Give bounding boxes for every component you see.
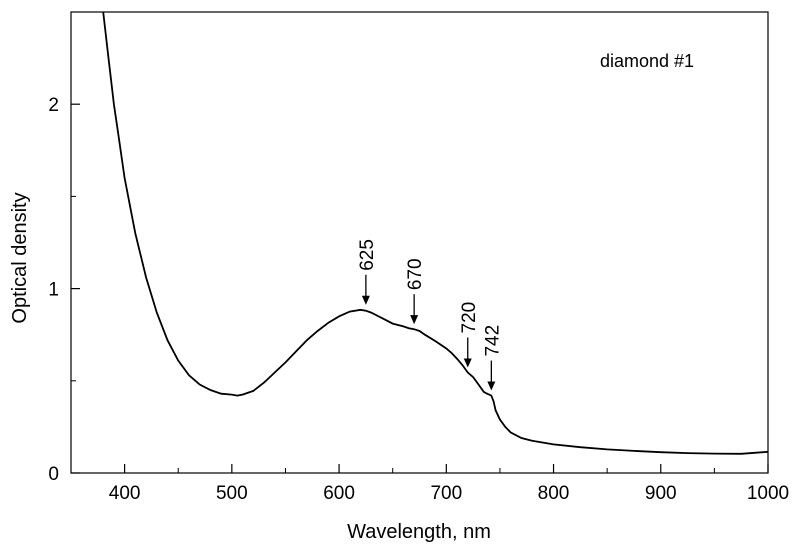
peak-label: 670 — [405, 258, 426, 290]
x-tick-label: 800 — [538, 483, 570, 504]
peak-720: 720 — [459, 302, 480, 368]
peak-label: 720 — [459, 302, 480, 334]
peak-742: 742 — [482, 325, 503, 391]
peak-arrow-head — [487, 381, 496, 391]
peak-arrow-head — [410, 315, 419, 325]
x-tick-label: 400 — [109, 483, 141, 504]
y-axis-title: Optical density — [9, 192, 31, 323]
y-tick-label: 1 — [48, 280, 59, 301]
peak-670: 670 — [405, 258, 426, 325]
peak-arrow-head — [361, 295, 370, 305]
peak-label: 742 — [482, 325, 503, 357]
x-tick-label: 700 — [430, 483, 462, 504]
x-axis-title: Wavelength, nm — [347, 521, 491, 543]
plot-frame — [70, 11, 769, 474]
axis-ticks — [70, 103, 769, 474]
peak-label: 625 — [357, 239, 378, 271]
x-tick-label: 600 — [323, 483, 355, 504]
peak-625: 625 — [357, 239, 378, 305]
y-tick-label: 2 — [48, 95, 59, 116]
peak-arrow-head — [463, 358, 472, 368]
sample-annotation: diamond #1 — [600, 51, 694, 71]
x-tick-label: 900 — [645, 483, 677, 504]
x-tick-label: 500 — [216, 483, 248, 504]
y-tick-label: 0 — [48, 464, 59, 485]
x-tick-label: 1000 — [747, 483, 789, 504]
tick-labels: 400 500 600 700 800 900 1000 0 1 2 — [48, 95, 789, 504]
spectrum-line — [102, 12, 768, 455]
